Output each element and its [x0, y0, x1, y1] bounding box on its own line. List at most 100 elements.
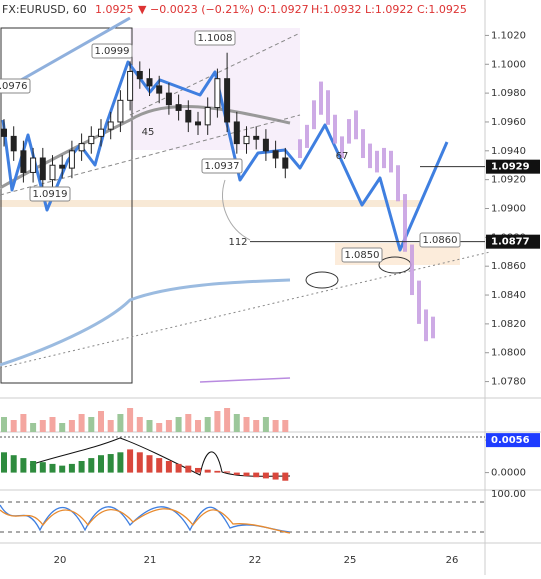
volume-bar	[117, 414, 124, 432]
projection-bar	[298, 139, 302, 159]
candle-body	[156, 85, 163, 94]
annotation: 112	[228, 237, 247, 248]
annotation: 1.0919	[33, 189, 68, 200]
volume-bar	[10, 420, 17, 432]
candle-body	[262, 138, 269, 152]
value-box	[486, 433, 540, 448]
zigzag-drawing	[1, 60, 449, 252]
y-tick-label: 1.0900	[491, 204, 526, 215]
macd-bar	[59, 465, 66, 473]
volume-bar	[214, 411, 221, 432]
volume-bar	[127, 408, 134, 432]
last-price: 1.0925	[95, 3, 134, 16]
projection-bar	[403, 194, 407, 252]
projection-bar	[319, 81, 323, 115]
volume-bar	[165, 420, 172, 432]
annotation: 1.0937	[205, 161, 240, 172]
candle-body	[253, 135, 260, 140]
volume-bar	[59, 423, 66, 432]
macd-bar	[98, 455, 104, 473]
candle-body	[204, 107, 211, 126]
trend-line	[0, 114, 301, 196]
open: O:1.0927	[258, 3, 309, 16]
annotation-box	[0, 78, 31, 94]
volume-bar	[88, 417, 95, 432]
arrow: ▼	[138, 3, 147, 16]
candle-body	[20, 150, 27, 173]
candle-body	[136, 70, 143, 80]
y-tick-label: 1.0820	[491, 319, 526, 330]
volume-bar	[68, 420, 75, 432]
volume-bar	[39, 420, 46, 432]
projection-bar	[389, 150, 393, 173]
stoch-line	[0, 504, 291, 533]
macd-bar	[146, 455, 153, 473]
macd-bar	[49, 463, 56, 473]
candle-body	[117, 99, 124, 123]
annotation-box	[201, 158, 243, 174]
projection-bar	[382, 147, 386, 169]
macd-bar	[88, 458, 95, 473]
candle-body	[88, 135, 95, 145]
close: C:1.0925	[417, 3, 467, 16]
volume-bar	[195, 420, 201, 432]
projection-bar	[326, 90, 330, 125]
price-label: 1.0929	[491, 162, 530, 173]
candle-body	[39, 157, 46, 181]
y-tick-label: 1.1020	[491, 30, 526, 41]
candle-body	[224, 78, 231, 123]
volume-bar	[49, 417, 56, 432]
candle-body	[175, 104, 182, 111]
volume-bar	[156, 423, 163, 432]
projection-bar	[361, 129, 365, 159]
stoch-line	[0, 508, 291, 534]
price-label: 1.0877	[491, 237, 530, 248]
macd-bar	[107, 454, 114, 473]
annotation-box	[91, 43, 133, 59]
macd-bar	[282, 472, 289, 481]
candle-body	[195, 121, 201, 126]
projection-bar	[312, 100, 316, 130]
volume-bar	[107, 420, 114, 432]
candle-body	[59, 164, 66, 169]
macd-bar	[262, 472, 269, 479]
projection-bar	[375, 150, 379, 173]
y-tick-label: 1.0800	[491, 348, 526, 359]
volume-bar	[30, 423, 37, 432]
macd-bar	[1, 452, 7, 473]
y-tick-label: 1.0960	[491, 117, 526, 128]
candle-body	[107, 121, 114, 130]
change: −0.0023 (−0.21%)	[150, 3, 254, 16]
annotation: 45	[142, 127, 155, 138]
volume-bar	[98, 411, 104, 432]
candle-body	[282, 157, 289, 169]
projection-bar	[431, 316, 435, 339]
macd-bar	[195, 467, 201, 473]
y-tick-label: 1.0920	[491, 175, 526, 186]
macd-bar	[224, 471, 231, 473]
y-tick-label: 1.0980	[491, 88, 526, 99]
annotation-box	[419, 232, 461, 248]
macd-bar	[156, 458, 163, 473]
candle-body	[78, 143, 85, 152]
annotation: 67	[336, 151, 349, 162]
macd-bar	[272, 472, 279, 480]
y-tick-label: 1.0860	[491, 261, 526, 272]
volume-bar	[243, 417, 250, 432]
macd-bar	[233, 472, 240, 475]
candle-body	[49, 164, 56, 181]
candle-body	[185, 109, 192, 123]
stoch-tick-label: 100.00	[491, 489, 526, 500]
volume-bar	[136, 417, 143, 432]
projection-bar	[424, 309, 428, 342]
moving-average	[0, 278, 291, 367]
volume-bar	[233, 414, 240, 432]
volume-bar	[253, 420, 260, 432]
candle-body	[146, 78, 153, 87]
macd-tick-label: 0.0056	[491, 435, 530, 446]
x-tick-label: 20	[54, 555, 67, 566]
volume-bar	[175, 417, 182, 432]
candle-body	[10, 135, 17, 152]
volume-bar	[20, 414, 27, 432]
symbol: FX:EURUSD, 60	[2, 3, 87, 16]
